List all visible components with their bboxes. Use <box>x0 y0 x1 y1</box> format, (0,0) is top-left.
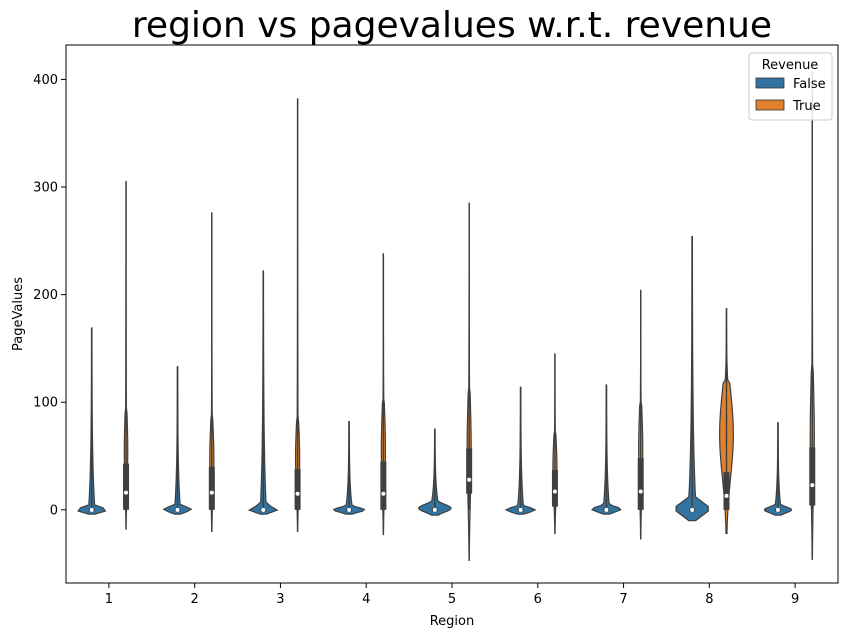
violin-median <box>690 507 695 512</box>
x-tick-label: 5 <box>448 592 456 607</box>
violin-box <box>809 447 816 506</box>
y-tick-label: 400 <box>33 73 58 88</box>
violin-median <box>175 507 180 512</box>
x-tick-label: 8 <box>705 592 713 607</box>
x-axis: 1 2 3 4 5 6 7 8 9 <box>105 583 799 607</box>
x-axis-label: Region <box>430 614 475 629</box>
y-tick-label: 100 <box>33 396 58 411</box>
y-tick-label: 0 <box>50 503 58 518</box>
legend-label-false: False <box>793 77 826 92</box>
x-tick-label: 7 <box>619 592 627 607</box>
violin-median <box>775 507 780 512</box>
violin-box <box>123 463 130 510</box>
violin-median <box>467 477 472 482</box>
violin-box <box>551 470 558 507</box>
violin-median <box>604 507 609 512</box>
x-tick-label: 6 <box>534 592 542 607</box>
violin-box <box>723 472 730 510</box>
violin-box <box>294 468 301 510</box>
violin-median <box>124 490 129 495</box>
plot-area <box>77 71 816 561</box>
legend: Revenue False True <box>748 52 833 121</box>
violin-median <box>552 489 557 494</box>
legend-swatch-true <box>755 99 785 111</box>
violin-box <box>208 466 215 510</box>
x-tick-label: 9 <box>791 592 799 607</box>
violin-median <box>209 490 214 495</box>
y-axis: 0 100 200 300 400 <box>33 73 66 518</box>
x-tick-label: 4 <box>362 592 370 607</box>
violin-median <box>518 507 523 512</box>
violin-box <box>637 458 644 510</box>
x-tick-label: 3 <box>276 592 284 607</box>
violin-median <box>381 491 386 496</box>
legend-title: Revenue <box>762 58 819 73</box>
x-tick-label: 1 <box>105 592 113 607</box>
legend-swatch-false <box>755 77 785 89</box>
plot-frame <box>65 44 839 584</box>
violin-median <box>89 507 94 512</box>
violin-median <box>432 507 437 512</box>
y-tick-label: 200 <box>33 288 58 303</box>
violin-box <box>380 461 387 510</box>
violin-median <box>347 507 352 512</box>
violin-median <box>261 507 266 512</box>
chart-title: region vs pagevalues w.r.t. revenue <box>132 5 772 46</box>
y-tick-label: 300 <box>33 181 58 196</box>
violin-box <box>466 448 473 494</box>
x-tick-label: 2 <box>191 592 199 607</box>
legend-label-true: True <box>792 99 821 114</box>
y-axis-label: PageValues <box>11 277 26 351</box>
violin-median <box>295 491 300 496</box>
violin-median <box>724 493 729 498</box>
violin-median <box>810 483 815 488</box>
violin-median <box>638 489 643 494</box>
